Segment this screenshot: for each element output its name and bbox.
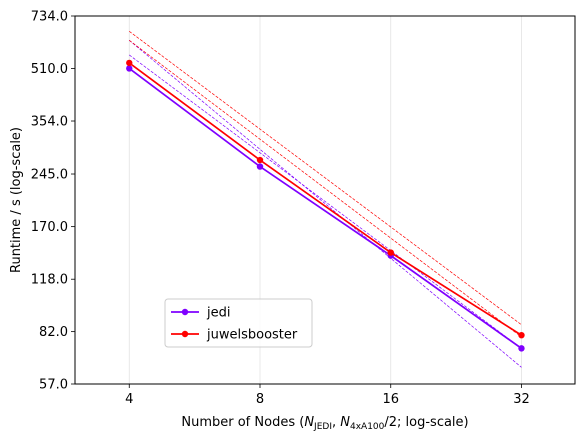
y-tick-label: 734.0 bbox=[31, 10, 68, 25]
series-line-juwelsbooster bbox=[128, 62, 522, 336]
x-tick-label: 8 bbox=[256, 392, 264, 407]
data-point-jedi bbox=[256, 163, 264, 170]
reference-line-juwelsbooster bbox=[129, 31, 522, 326]
reference-line-jedi bbox=[129, 54, 522, 349]
reference-line-jedi bbox=[129, 40, 522, 368]
data-point-jedi bbox=[126, 65, 133, 72]
x-axis-label: Number of Nodes (NJEDI, N4xA100/2; log-s… bbox=[181, 415, 468, 432]
reference-line-juwelsbooster bbox=[129, 40, 522, 338]
x-tick-label: 16 bbox=[382, 392, 399, 407]
x-axis-label-n2-sub: 4xA100 bbox=[350, 422, 385, 432]
data-point-juwelsbooster bbox=[518, 331, 525, 339]
legend: jedi juwelsbooster bbox=[164, 298, 313, 348]
x-axis-label-sep: , bbox=[332, 415, 340, 430]
y-tick-label: 510.0 bbox=[31, 62, 68, 77]
x-tick-label: 4 bbox=[125, 392, 133, 407]
y-ticks: 57.0 82.0 118.0 170.0 245.0 354.0 510.0 734.0 bbox=[31, 10, 75, 393]
legend-label-jedi: jedi bbox=[206, 306, 230, 321]
x-axis-label-n1: N bbox=[304, 415, 314, 430]
x-ticks: 4 8 16 32 bbox=[125, 384, 530, 407]
x-axis-label-n2: N bbox=[340, 415, 350, 430]
data-point-juwelsbooster bbox=[126, 59, 133, 67]
y-tick-label: 354.0 bbox=[31, 115, 68, 130]
legend-box bbox=[164, 298, 313, 348]
plot-frame bbox=[74, 15, 576, 385]
y-tick-label: 82.0 bbox=[39, 325, 68, 340]
y-tick-label: 170.0 bbox=[31, 220, 68, 235]
data-point-juwelsbooster bbox=[256, 156, 264, 164]
y-tick-label: 118.0 bbox=[31, 273, 68, 288]
legend-marker-juwelsbooster bbox=[181, 330, 189, 338]
data-point-jedi bbox=[518, 345, 525, 352]
x-axis-label-prefix: Number of Nodes ( bbox=[181, 415, 304, 430]
legend-marker-jedi bbox=[181, 308, 189, 316]
series-line-jedi bbox=[128, 67, 522, 350]
y-axis-label: Runtime / s (log-scale) bbox=[9, 127, 24, 273]
x-axis-label-n1-sub: JEDI bbox=[313, 422, 332, 432]
legend-label-juwelsbooster: juwelsbooster bbox=[206, 328, 298, 343]
x-axis-label-suffix: /2; log-scale) bbox=[384, 415, 468, 430]
x-tick-label: 32 bbox=[513, 392, 530, 407]
reference-lines bbox=[129, 31, 522, 368]
series-layer bbox=[126, 59, 525, 352]
legend-items: jedi juwelsbooster bbox=[171, 306, 298, 343]
data-point-juwelsbooster bbox=[387, 249, 394, 256]
y-tick-label: 245.0 bbox=[31, 168, 68, 183]
y-tick-label: 57.0 bbox=[39, 378, 68, 393]
